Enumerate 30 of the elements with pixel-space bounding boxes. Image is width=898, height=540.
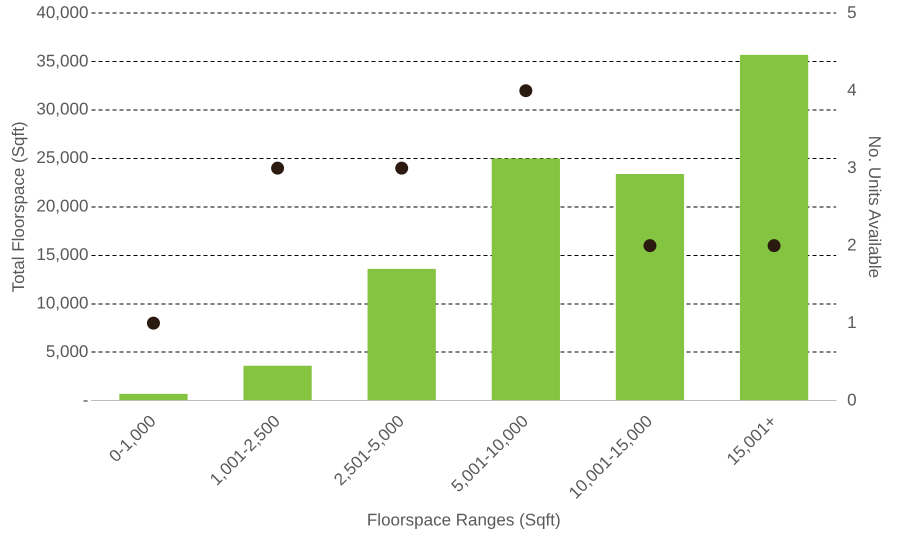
bar <box>119 394 188 400</box>
y-tick-label: 15,000 <box>36 245 88 264</box>
point <box>768 239 781 252</box>
x-axis-title: Floorspace Ranges (Sqft) <box>366 510 561 530</box>
bar <box>740 54 808 400</box>
point <box>643 239 656 252</box>
bar <box>368 268 436 400</box>
y-tick-label: 25,000 <box>36 148 88 168</box>
y-tick-label: 5,000 <box>46 342 88 361</box>
y2-tick-label: 1 <box>847 312 857 332</box>
y-axis-title: Total Floorspace (Sqft) <box>8 121 28 292</box>
point <box>271 162 284 175</box>
bar <box>492 158 560 400</box>
y2-tick-label: 4 <box>847 80 857 100</box>
point <box>519 84 532 98</box>
y-tick-label: 20,000 <box>36 196 88 216</box>
y-tick-label: - <box>82 390 88 410</box>
y2-tick-label: 0 <box>847 390 857 410</box>
y-tick-label: 10,000 <box>36 293 88 312</box>
y-tick-label: 40,000 <box>36 2 88 22</box>
y2-axis-title: No. Units Available <box>865 136 884 278</box>
bar <box>243 366 312 400</box>
y-tick-label: 35,000 <box>36 51 88 70</box>
point <box>395 162 408 175</box>
y-tick-label: 30,000 <box>36 100 88 119</box>
point <box>146 316 160 330</box>
y2-tick-label: 2 <box>847 235 857 254</box>
bar <box>616 174 684 400</box>
y2-tick-label: 3 <box>847 158 857 177</box>
y2-tick-label: 5 <box>847 2 857 22</box>
